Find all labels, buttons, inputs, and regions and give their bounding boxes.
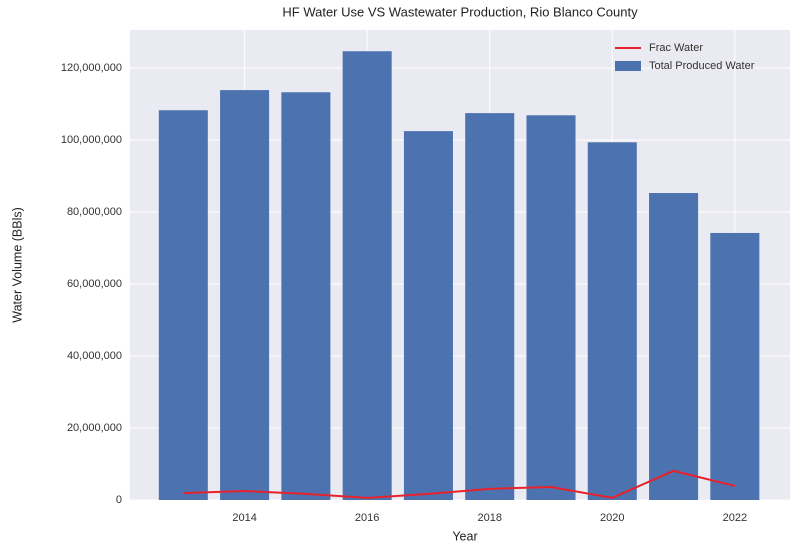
- x-tick-label: 2018: [477, 512, 501, 524]
- bar: [281, 92, 331, 501]
- y-axis-label: Water Volume (BBls): [10, 207, 24, 323]
- legend-label: Total Produced Water: [649, 60, 755, 72]
- bar: [710, 232, 760, 501]
- legend-label: Frac Water: [649, 42, 703, 54]
- bar: [649, 193, 699, 500]
- x-tick-label: 2014: [232, 512, 256, 524]
- bar: [587, 142, 637, 500]
- bar: [342, 51, 392, 500]
- line: [183, 469, 736, 499]
- x-tick-label: 2020: [600, 512, 624, 524]
- y-tick-label: 40,000,000: [67, 350, 122, 362]
- y-tick-label: 60,000,000: [67, 278, 122, 290]
- y-tick-label: 20,000,000: [67, 422, 122, 434]
- bar: [220, 90, 270, 500]
- x-tick-label: 2022: [723, 512, 747, 524]
- x-tick-label: 2016: [355, 512, 379, 524]
- y-tick-label: 100,000,000: [61, 134, 122, 146]
- x-axis-label: Year: [452, 529, 477, 543]
- y-tick-label: 120,000,000: [61, 62, 122, 74]
- bar: [465, 113, 515, 500]
- chart-title: HF Water Use VS Wastewater Production, R…: [282, 4, 638, 19]
- bar: [158, 110, 208, 500]
- bar: [403, 131, 453, 500]
- y-tick-label: 80,000,000: [67, 206, 122, 218]
- legend-swatch: [615, 61, 641, 71]
- bar: [526, 115, 576, 501]
- y-tick-label: 0: [116, 494, 122, 506]
